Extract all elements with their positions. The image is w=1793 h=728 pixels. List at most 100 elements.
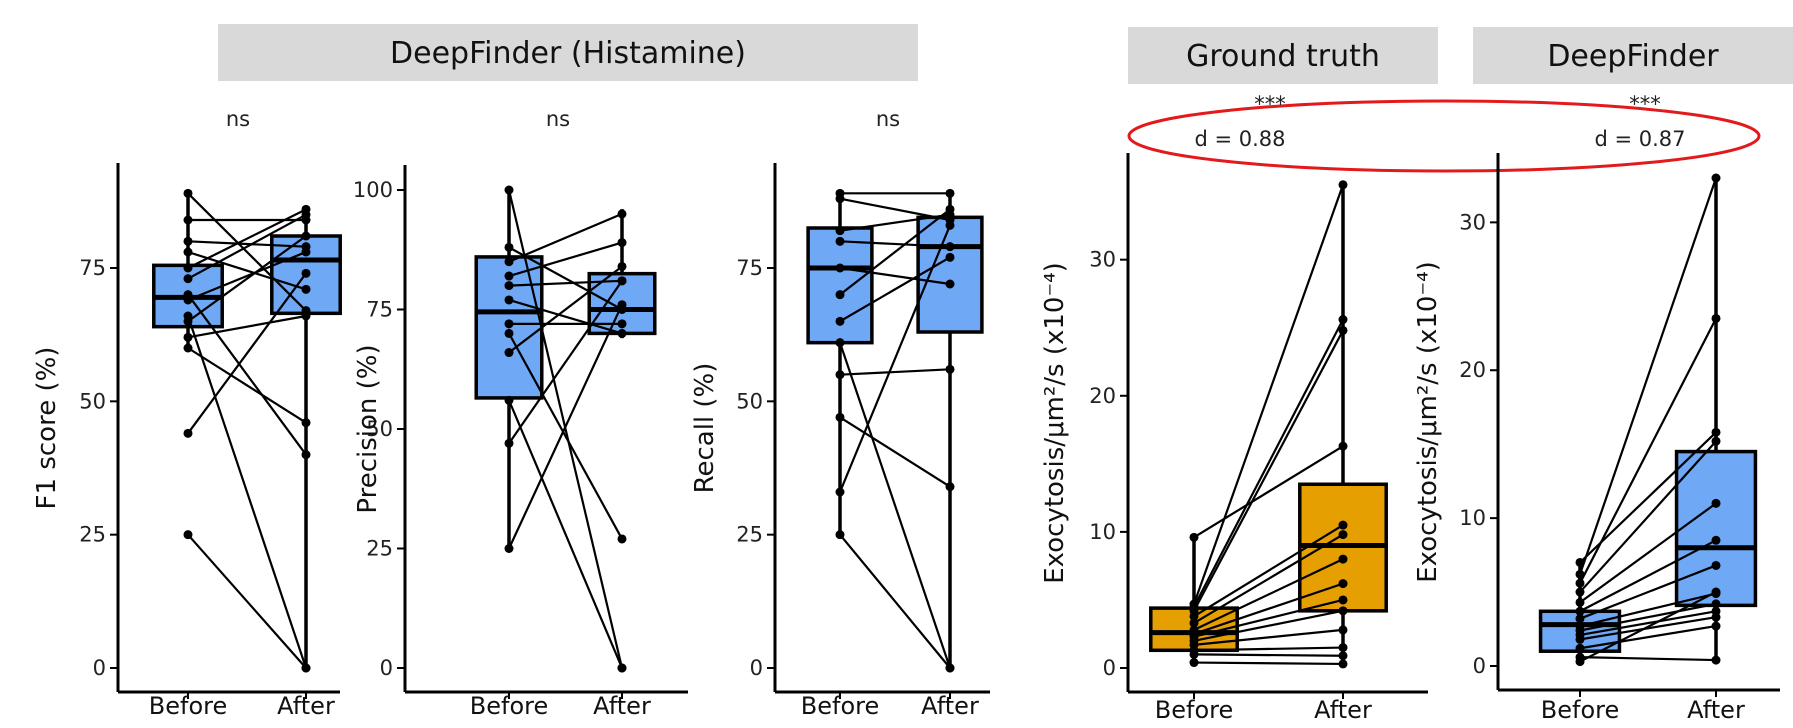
point-before — [504, 319, 514, 329]
y-tick-label: 0 — [93, 656, 106, 680]
point-before — [183, 332, 193, 342]
paired-line — [1579, 440, 1717, 593]
y-tick-label: 0 — [1103, 656, 1116, 680]
y-axis-title: Precision (%) — [353, 344, 383, 513]
point-before — [183, 263, 193, 273]
paired-line — [187, 240, 307, 248]
paired-line — [1193, 609, 1344, 642]
point-before — [835, 487, 845, 497]
paired-line — [1193, 582, 1344, 636]
point-after — [945, 242, 955, 252]
point-before — [1575, 643, 1585, 653]
point-before — [183, 316, 193, 326]
paired-line — [187, 533, 307, 669]
paired-line — [1193, 598, 1344, 638]
paired-line — [187, 192, 307, 312]
paired-line — [1193, 628, 1344, 646]
point-before — [504, 257, 514, 267]
paired-line — [186, 315, 308, 669]
y-tick-label: 10 — [1089, 520, 1116, 544]
point-after — [617, 276, 627, 286]
point-after — [1338, 606, 1348, 616]
point-before — [504, 438, 514, 448]
panel-3: 0 25 50 75 Recall (%) Before After ns — [690, 107, 990, 720]
point-after — [1711, 535, 1721, 545]
point-after — [617, 663, 627, 673]
significance-label: *** — [1629, 92, 1661, 116]
paired-line — [1579, 602, 1717, 632]
paired-line — [1193, 653, 1344, 657]
point-before — [1575, 569, 1585, 579]
y-tick-label: 20 — [1459, 358, 1486, 382]
paired-line — [1579, 317, 1717, 584]
y-tick-label: 50 — [366, 417, 393, 441]
y-tick-label: 100 — [353, 178, 393, 202]
panel-4: 0 10 20 30 Exocytosis/μm²/s (x10⁻⁴) Before Aft… — [1040, 92, 1428, 724]
paired-line — [187, 250, 307, 302]
point-after — [1711, 498, 1721, 508]
point-after — [1711, 655, 1721, 665]
paired-line — [1193, 445, 1344, 539]
paired-line — [1579, 591, 1717, 663]
x-tick-label-before: Before — [801, 692, 879, 720]
point-before — [504, 395, 514, 405]
paired-line — [1579, 502, 1717, 604]
paired-line — [839, 416, 951, 488]
point-after — [945, 482, 955, 492]
point-before — [183, 274, 193, 284]
y-tick-label: 75 — [366, 298, 393, 322]
paired-line — [187, 347, 307, 424]
point-before — [835, 236, 845, 246]
point-after — [945, 220, 955, 230]
point-after — [301, 311, 311, 321]
point-before — [1575, 597, 1585, 607]
paired-line — [838, 224, 952, 493]
y-tick-label: 75 — [736, 256, 763, 280]
point-after — [301, 231, 311, 241]
box-after — [1674, 449, 1758, 608]
point-before — [1189, 611, 1199, 621]
point-after — [1338, 530, 1348, 540]
point-after — [1711, 427, 1721, 437]
point-before — [183, 188, 193, 198]
point-before — [1575, 587, 1585, 597]
y-tick-label: 0 — [1473, 654, 1486, 678]
point-before — [504, 348, 514, 358]
point-after — [1338, 554, 1348, 564]
point-before — [504, 295, 514, 305]
point-after — [945, 252, 955, 262]
point-before — [183, 236, 193, 246]
point-after — [617, 238, 627, 248]
strip-ground-truth — [1128, 27, 1438, 84]
paired-line — [187, 235, 307, 323]
point-before — [1575, 606, 1585, 616]
point-after — [1338, 659, 1348, 669]
point-before — [835, 226, 845, 236]
point-before — [504, 185, 514, 195]
y-axis-title: F1 score (%) — [32, 347, 62, 510]
y-tick-label: 25 — [366, 537, 393, 561]
paired-line — [507, 399, 624, 669]
significance-label: ns — [226, 107, 250, 131]
point-after — [945, 663, 955, 673]
point-after — [1711, 621, 1721, 631]
paired-line — [838, 342, 952, 669]
y-tick-label: 0 — [750, 656, 763, 680]
paired-line — [1193, 646, 1344, 652]
point-before — [1189, 649, 1199, 659]
paired-line — [508, 332, 623, 540]
point-before — [1189, 532, 1199, 542]
point-after — [1338, 315, 1348, 325]
point-after — [1338, 441, 1348, 451]
paired-line — [839, 266, 951, 286]
point-after — [945, 204, 955, 214]
point-before — [835, 316, 845, 326]
paired-line — [839, 533, 951, 669]
point-before — [183, 247, 193, 257]
paired-line — [1193, 329, 1344, 612]
point-after — [1711, 436, 1721, 446]
y-axis-title: Recall (%) — [690, 363, 720, 494]
paired-line — [839, 368, 951, 376]
point-before — [183, 343, 193, 353]
point-before — [504, 281, 514, 291]
